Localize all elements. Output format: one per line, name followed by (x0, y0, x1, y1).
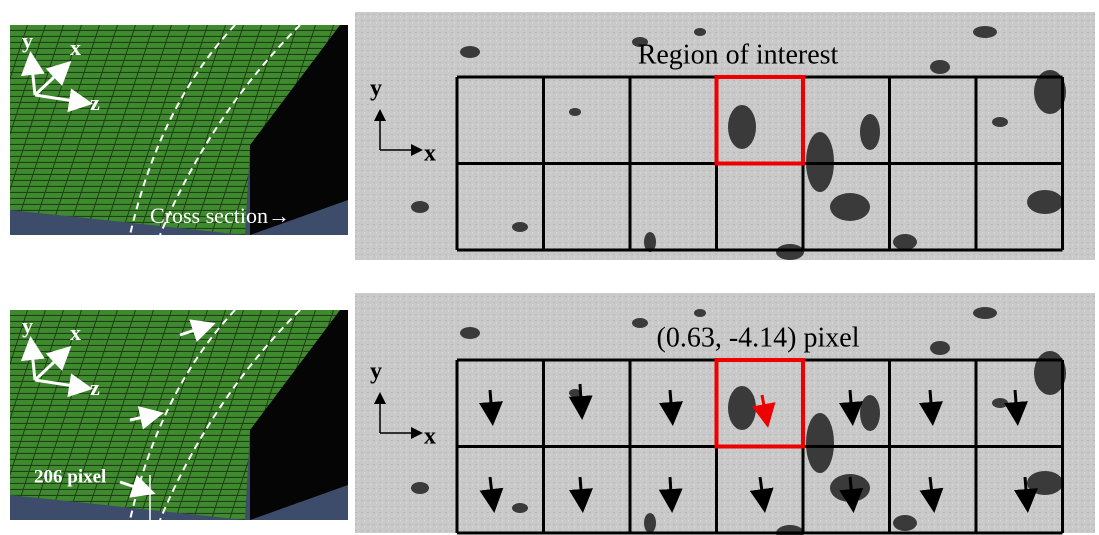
image-label: Region of interest (638, 39, 839, 70)
pore (860, 114, 880, 150)
axis-label: x (424, 424, 436, 450)
micrograph-panel: y x (0.63, -4.14) pixel (355, 293, 1095, 535)
pore (776, 244, 804, 260)
model-label: Cross section→ (150, 203, 290, 228)
pore (411, 201, 429, 213)
model-panel: y x z Cross section→ (10, 25, 348, 235)
pore (411, 482, 429, 494)
axis-label: x (70, 320, 81, 345)
pore (460, 327, 480, 339)
pore (930, 60, 950, 74)
pore (569, 108, 581, 116)
image-label: (0.63, -4.14) pixel (657, 322, 860, 353)
pore (644, 513, 656, 533)
axis-label: y (22, 28, 33, 53)
axis-label: x (70, 35, 81, 60)
pore (860, 395, 880, 431)
figure: y x z Cross section→ y x Region of interest y x z… (0, 0, 1099, 535)
axis-label: z (90, 375, 100, 400)
pore (728, 386, 756, 430)
pore (930, 341, 950, 355)
pore (512, 503, 528, 513)
displacement-arrow (670, 477, 672, 507)
pore (694, 309, 706, 317)
axis-label: z (90, 90, 100, 115)
axis-label: x (424, 141, 436, 167)
axis-label: y (370, 76, 382, 102)
displacement-arrow (580, 384, 582, 414)
pore (632, 318, 648, 328)
pore (992, 117, 1008, 127)
pore (806, 413, 834, 473)
pore (1027, 190, 1063, 214)
pore (893, 515, 917, 531)
pore (992, 398, 1008, 408)
pore (893, 234, 917, 250)
pore (973, 307, 997, 319)
pore (512, 222, 528, 232)
axis-label: y (370, 359, 382, 385)
pore (460, 46, 480, 58)
model-label: 206 pixel (34, 466, 106, 487)
pore (973, 26, 997, 38)
pore (694, 28, 706, 36)
micrograph-panel: y x Region of interest (355, 12, 1095, 260)
pore (830, 193, 870, 221)
model-panel: y x z 206 pixel (10, 310, 348, 520)
axis-label: y (22, 313, 33, 338)
pore (1027, 471, 1063, 495)
pore (728, 105, 756, 149)
